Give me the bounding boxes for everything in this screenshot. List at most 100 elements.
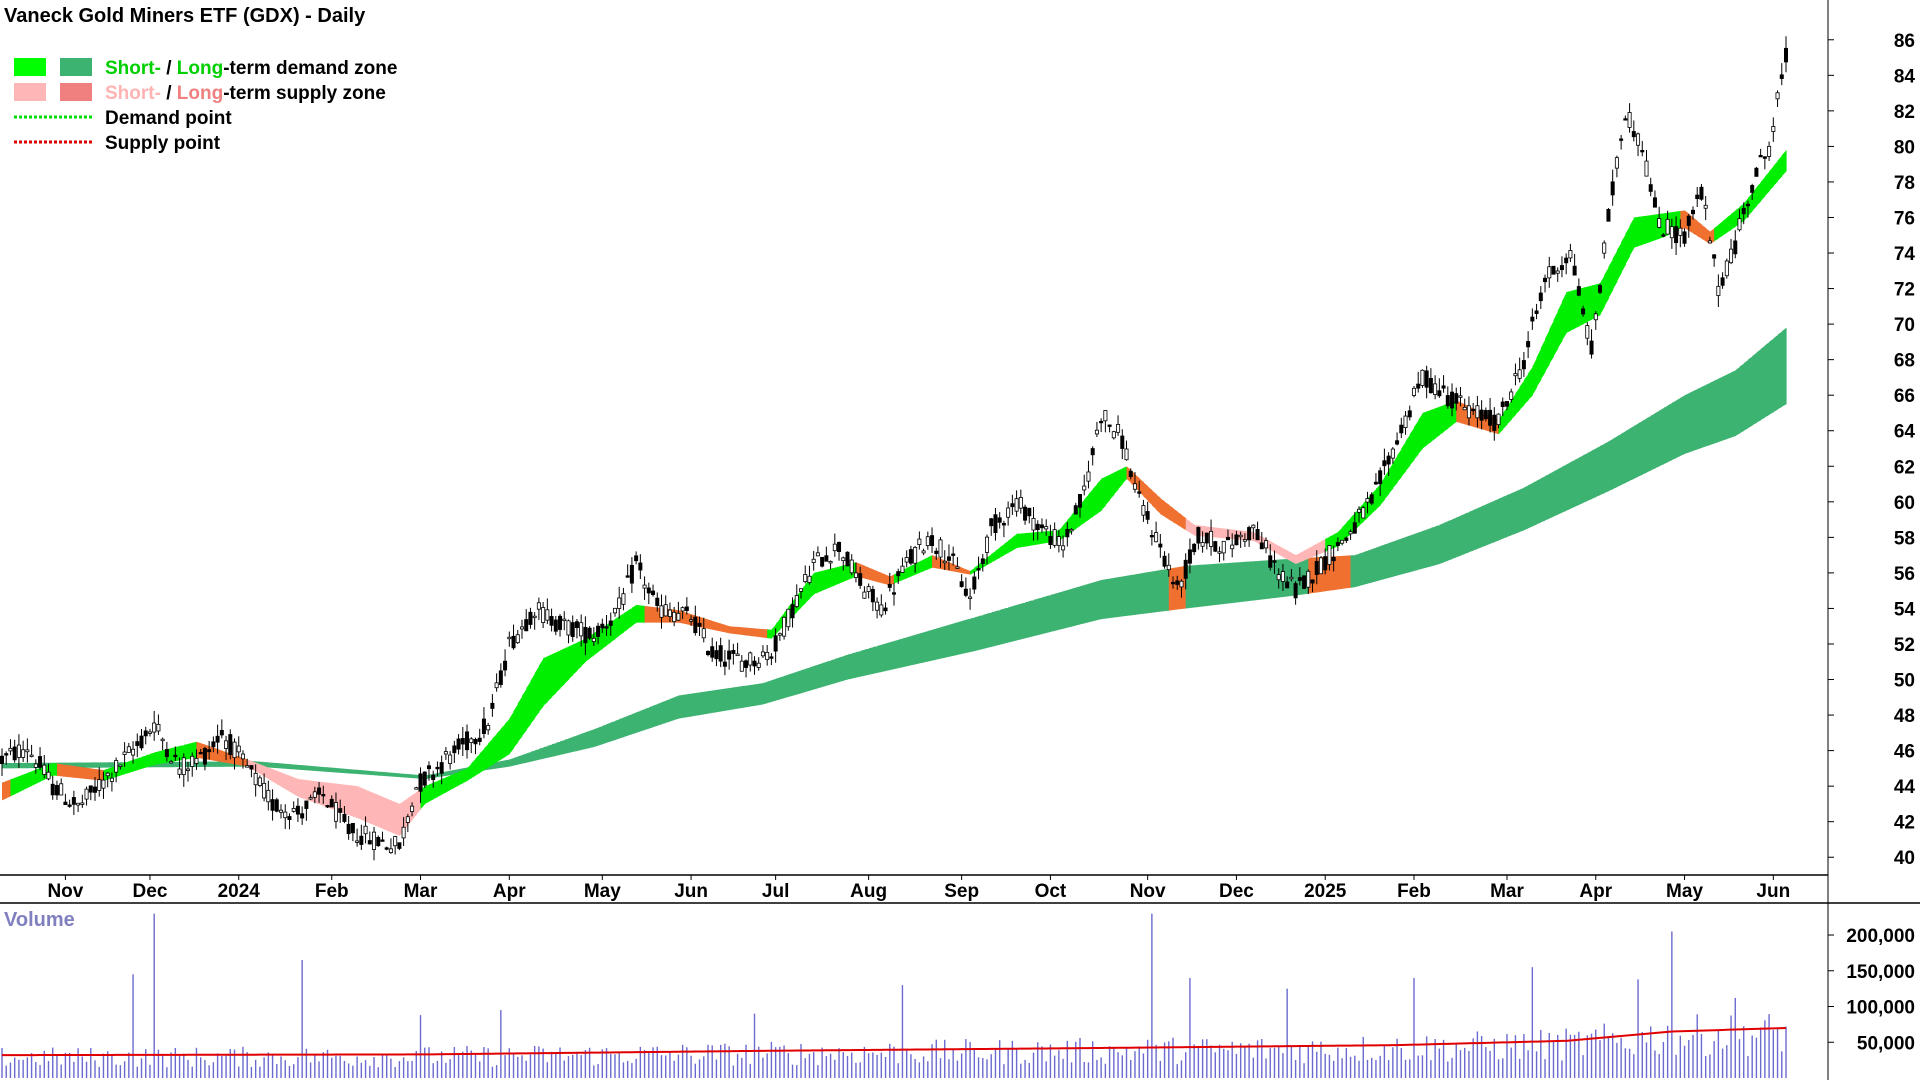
candle [1534,303,1539,320]
candle [249,765,254,778]
candle [236,736,241,758]
candle [481,707,486,739]
price-tick-label: 68 [1894,351,1915,372]
candle-body [169,761,174,764]
candle [1445,386,1450,409]
candle [1179,579,1184,598]
price-tick-label: 44 [1894,777,1916,798]
candle-body [71,797,76,805]
candle [4,751,9,765]
price-tick-label: 40 [1894,848,1915,869]
candle-body [346,823,351,835]
candle [972,571,977,594]
candle-body [1750,185,1755,193]
candle-body [1331,556,1336,562]
candle [38,747,43,771]
candle-body [824,555,829,562]
candle-body [126,746,131,753]
candle-body [1247,527,1252,541]
candle [1192,543,1197,556]
candle-body [1623,118,1628,121]
candle-body [29,754,34,757]
candle [245,758,250,768]
candle-body [1090,448,1095,456]
candle-body [1517,369,1522,379]
candle-body [815,552,820,557]
candle [1551,265,1556,275]
date-tick-label: May [584,881,621,902]
candle [1690,206,1695,220]
candle-body [1433,383,1438,395]
candle-body [1682,231,1687,244]
candle [1564,253,1569,275]
candle-body [727,650,732,660]
price-tick-label: 86 [1894,31,1915,52]
candle-body [431,774,436,781]
candle [1475,396,1480,428]
candle [1581,305,1586,317]
candle [1712,254,1717,267]
candle-body [1619,138,1624,141]
candle [21,740,26,762]
candle-body [604,626,609,629]
candle-body [541,607,546,624]
candle [376,835,381,847]
candle-body [397,842,402,849]
legend-label-part: -term supply zone [223,83,386,104]
candle-body [1378,470,1383,485]
candle-body [1365,498,1370,503]
candle-body [1382,460,1387,467]
candle-body [1073,505,1078,515]
candle [773,628,778,663]
candle-body [236,745,241,753]
candle [963,577,968,598]
candle-body [224,740,229,749]
candle [1090,446,1095,466]
candle [186,761,191,782]
candle [1094,421,1099,438]
candle [583,616,588,656]
candle-body [160,738,165,742]
candle-body [549,616,554,626]
candle-body [101,779,106,789]
candle [12,739,17,763]
candle [1399,417,1404,439]
candle-body [1534,310,1539,314]
candle-body [380,839,385,842]
candle-body [1124,448,1129,461]
candle-body [1272,560,1277,563]
price-tick-label: 58 [1894,528,1915,549]
candle [274,797,279,813]
candle [1082,474,1087,496]
candle [1513,363,1518,386]
legend-label-part: Long [177,83,223,104]
candle-body [207,749,212,753]
candle [418,767,423,803]
candle-body [215,735,220,743]
price-tick-label: 66 [1894,386,1915,407]
candle [71,790,76,815]
candle-body [832,543,837,552]
candle [1031,507,1036,541]
candle [908,545,913,566]
candle-body [152,722,157,733]
candle-body [498,670,503,685]
candle [739,655,744,672]
candle [1048,524,1053,549]
price-tick-label: 64 [1894,422,1916,443]
candle [1441,375,1446,393]
candle-body [494,682,499,689]
candle [1547,256,1552,288]
candle-body [80,802,85,805]
candle [114,757,119,783]
candle [1086,460,1091,489]
candle-body [1171,581,1176,585]
candle-body [279,809,284,813]
candle [1099,418,1104,433]
candle-body [1293,583,1298,599]
candle [215,724,220,754]
candle-body [228,734,233,756]
candle-body [1416,383,1421,389]
candle [312,786,317,804]
